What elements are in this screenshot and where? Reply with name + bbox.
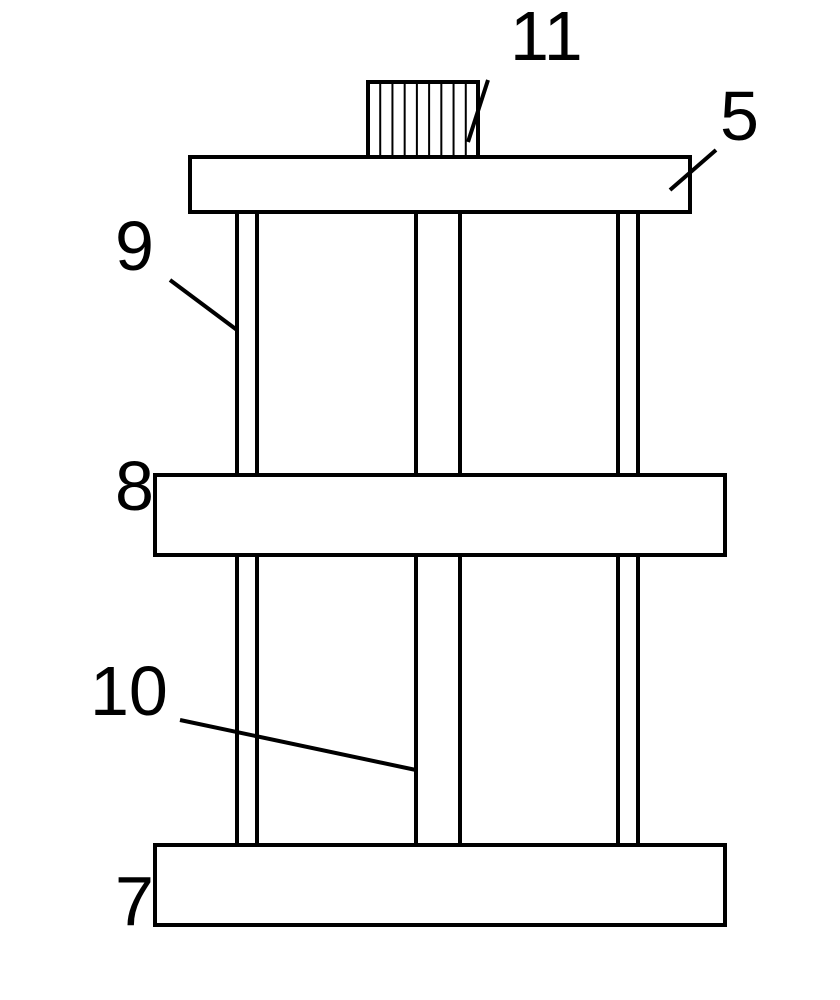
lead-screw <box>416 555 460 845</box>
leader-9 <box>170 280 237 330</box>
label-7: 7 <box>115 862 154 940</box>
label-9: 9 <box>115 207 154 285</box>
guide-rod <box>618 212 638 475</box>
knob <box>368 82 478 157</box>
leader-10 <box>180 720 416 770</box>
label-5: 5 <box>720 77 759 155</box>
label-10: 10 <box>90 652 168 730</box>
top-plate <box>190 157 690 212</box>
guide-rod <box>618 555 638 845</box>
label-11: 11 <box>510 0 583 75</box>
label-8: 8 <box>115 447 154 525</box>
base-plate <box>155 845 725 925</box>
guide-rod <box>237 212 257 475</box>
guide-rod <box>237 555 257 845</box>
lead-screw <box>416 212 460 475</box>
middle-plate <box>155 475 725 555</box>
